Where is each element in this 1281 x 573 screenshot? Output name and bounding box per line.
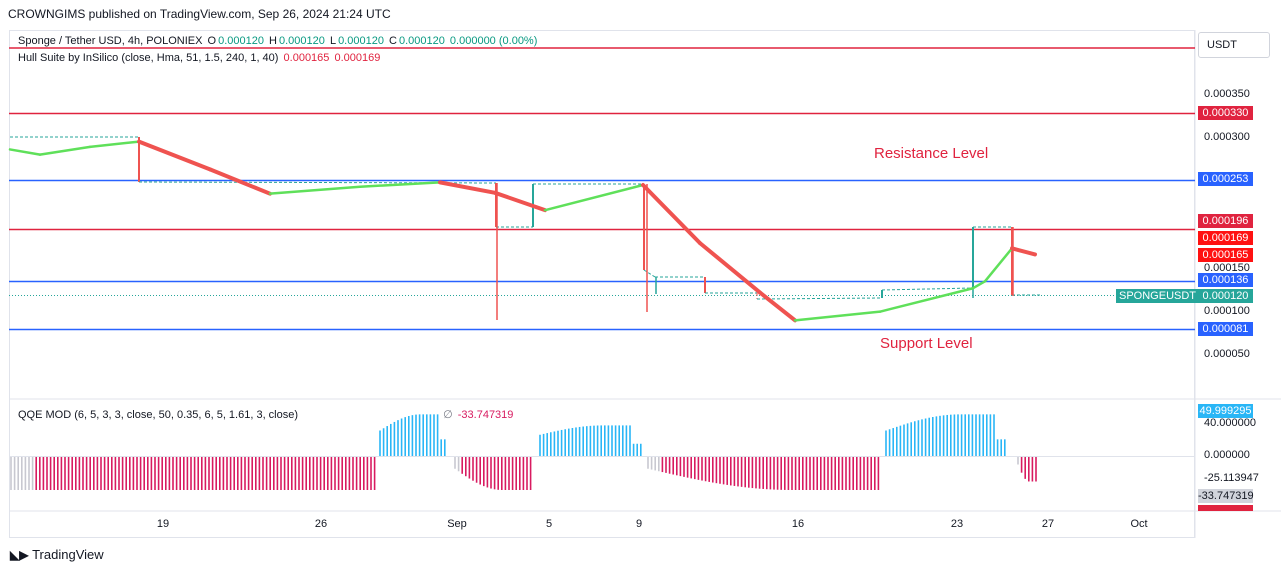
date-tick: 5 <box>545 518 553 530</box>
hull-value-label: 0.000169 <box>1198 231 1253 245</box>
hull-segment-up <box>358 181 442 188</box>
date-tick: 23 <box>950 518 964 530</box>
hull-segment-down <box>208 167 272 196</box>
qqe-name: QQE MOD (6, 5, 3, 3, close, 50, 0.35, 6,… <box>18 409 299 421</box>
qqe-cutoff-label <box>1198 505 1253 511</box>
level-label: 0.000136 <box>1198 273 1253 287</box>
tv-brand: TradingView <box>32 547 104 562</box>
date-tick: 19 <box>156 518 170 530</box>
hull-segment-up <box>971 280 987 290</box>
ohlc-change: 0.000000 (0.00%) <box>449 35 538 47</box>
currency-button[interactable]: USDT <box>1198 32 1270 58</box>
level-label: 0.000196 <box>1198 214 1253 228</box>
qqe-tick: 40.000000 <box>1204 417 1256 429</box>
qqe-histogram <box>9 414 1195 490</box>
level-label: 0.000253 <box>1198 172 1253 186</box>
hull-segment-up <box>38 145 92 156</box>
hull-suite-line <box>8 139 1037 323</box>
ohlc-open: 0.000120 <box>218 35 264 47</box>
hull-legend[interactable]: Hull Suite by InSilico (close, Hma, 51, … <box>18 52 382 64</box>
hull-segment-up <box>983 247 1014 283</box>
hull-segment-up <box>268 185 362 195</box>
hull-segment-down <box>698 241 762 295</box>
level-label: 0.000330 <box>1198 106 1253 120</box>
ohlc-close-label: C <box>389 35 397 47</box>
candle-step <box>643 269 656 278</box>
hull-segment-down <box>1010 246 1037 257</box>
qqe-tick: -25.113947 <box>1204 472 1259 484</box>
hull-segment-up <box>88 140 141 149</box>
hull-value-label: 0.000165 <box>1198 248 1253 262</box>
hull-value-1: 0.000165 <box>283 52 330 64</box>
tradingview-logo[interactable]: ◣▶ TradingView <box>10 547 104 562</box>
symbol-legend[interactable]: Sponge / Tether USD, 4h, POLONIEX O 0.000… <box>18 35 539 47</box>
date-tick: 9 <box>635 518 643 530</box>
qqe-empty-icon: ∅ <box>443 409 453 421</box>
price-tick: 0.000050 <box>1204 348 1250 360</box>
qqe-legend[interactable]: QQE MOD (6, 5, 3, 3, close, 50, 0.35, 6,… <box>18 408 515 421</box>
price-tick: 0.000350 <box>1204 88 1250 100</box>
symbol-tag: SPONGEUSDT <box>1116 289 1200 303</box>
candle-step <box>756 297 883 300</box>
date-tick: Sep <box>447 518 467 530</box>
hull-segment-up <box>543 183 645 212</box>
hull-segment-down <box>493 190 547 213</box>
ohlc-close: 0.000120 <box>398 35 445 47</box>
qqe-value-label: 49.999295 <box>1198 404 1253 418</box>
ohlc-low-label: L <box>329 35 337 47</box>
hull-segment-down <box>641 183 702 246</box>
date-tick: 16 <box>791 518 805 530</box>
date-tick: 27 <box>1041 518 1055 530</box>
price-tick: 0.000100 <box>1204 305 1250 317</box>
candle-step <box>881 287 974 291</box>
date-tick: Oct <box>1130 518 1148 530</box>
current-price-label: 0.000120 <box>1198 289 1253 303</box>
ohlc-low: 0.000120 <box>338 35 384 47</box>
hull-value-2: 0.000169 <box>334 52 381 64</box>
hull-segment-down <box>758 290 797 323</box>
qqe-value: -33.747319 <box>457 409 514 421</box>
ohlc-high-label: H <box>269 35 277 47</box>
level-label: 0.000081 <box>1198 322 1253 336</box>
qqe-current-label: -33.747319 <box>1198 489 1254 503</box>
hull-segment-down <box>137 139 212 172</box>
date-tick: 26 <box>314 518 328 530</box>
hull-segment-up <box>878 286 975 313</box>
hull-segment-up <box>793 310 882 322</box>
hull-segment-down <box>438 180 497 195</box>
ohlc-open-label: O <box>207 35 217 47</box>
hull-name: Hull Suite by InSilico (close, Hma, 51, … <box>18 52 279 64</box>
hull-segment-up <box>8 148 42 156</box>
ohlc-high: 0.000120 <box>278 35 325 47</box>
publisher-line: CROWNGIMS published on TradingView.com, … <box>8 7 391 21</box>
qqe-tick: 0.000000 <box>1204 449 1250 461</box>
horizontal-levels <box>9 112 1195 331</box>
symbol-name: Sponge / Tether USD, 4h, POLONIEX <box>18 35 203 47</box>
support-annotation: Support Level <box>880 335 973 352</box>
candles <box>10 136 1040 320</box>
price-tick: 0.000300 <box>1204 131 1250 143</box>
price-tick: 0.000150 <box>1204 262 1250 274</box>
tv-logo-icon: ◣▶ <box>10 548 29 562</box>
resistance-annotation: Resistance Level <box>874 145 989 162</box>
